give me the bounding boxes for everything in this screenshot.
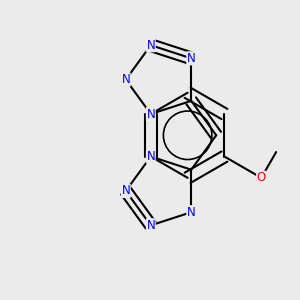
Text: N: N <box>146 39 155 52</box>
Text: N: N <box>122 73 130 86</box>
Text: N: N <box>146 107 155 121</box>
Text: N: N <box>146 150 155 163</box>
Text: O: O <box>257 171 266 184</box>
Text: N: N <box>187 206 196 219</box>
Text: N: N <box>146 219 155 232</box>
Text: N: N <box>187 52 196 65</box>
Text: N: N <box>122 184 130 197</box>
